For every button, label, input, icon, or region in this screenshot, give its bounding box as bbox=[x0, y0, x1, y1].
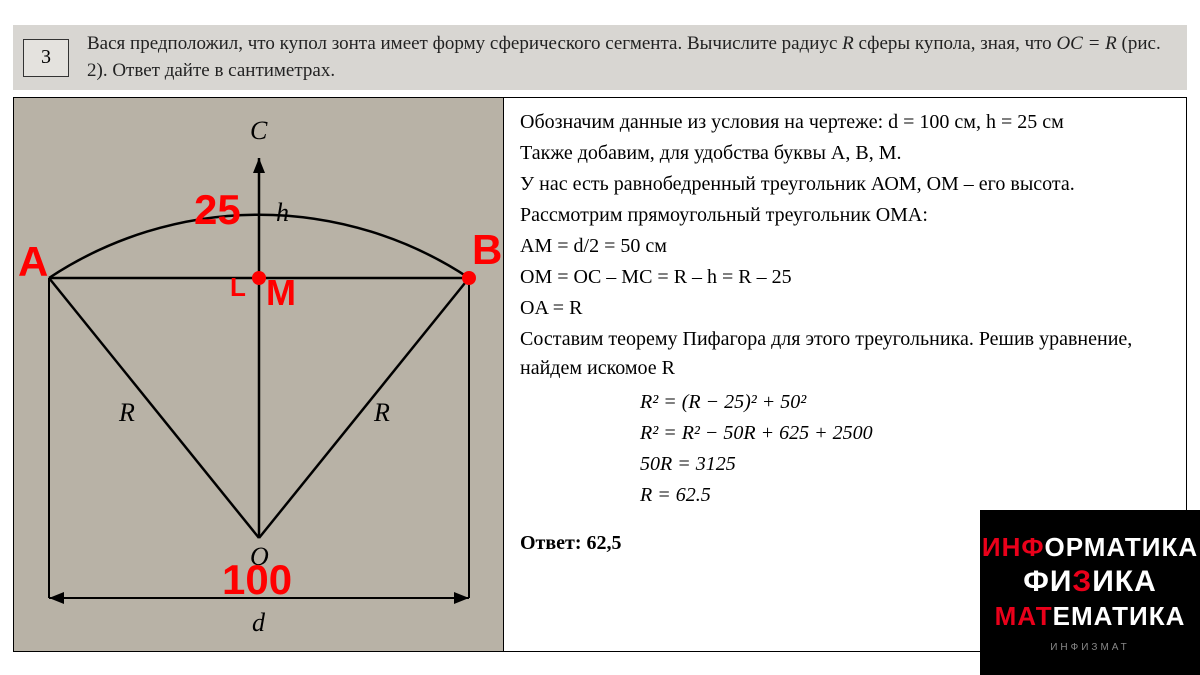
eq1: R² = (R − 25)² + 50² bbox=[640, 387, 1170, 418]
sol-line1: Обозначим данные из условия на чертеже: … bbox=[520, 108, 1170, 137]
problem-statement: 3 Вася предположил, что купол зонта имее… bbox=[13, 25, 1187, 90]
label-25: 25 bbox=[194, 186, 241, 234]
eq3: 50R = 3125 bbox=[640, 449, 1170, 480]
logo-sub: ИНФИЗМАТ bbox=[1050, 642, 1130, 653]
logo-3a: МАТ bbox=[995, 601, 1053, 631]
label-100: 100 bbox=[222, 556, 292, 604]
logo-2b: З bbox=[1072, 565, 1092, 598]
problem-text-2: сферы купола, зная, что bbox=[854, 33, 1057, 54]
logo-line1: ИНФОРМАТИКА bbox=[982, 532, 1198, 563]
sol-line3: У нас есть равнобедренный треугольник АО… bbox=[520, 170, 1170, 199]
logo-3b: ЕМАТИКА bbox=[1053, 601, 1186, 631]
logo-2a: ФИ bbox=[1023, 565, 1072, 598]
label-L-stray: L bbox=[230, 272, 246, 303]
label-M: M bbox=[266, 272, 296, 314]
watermark-logo: ИНФОРМАТИКА ФИЗИКА МАТЕМАТИКА ИНФИЗМАТ bbox=[980, 510, 1200, 675]
logo-1a: ИНФ bbox=[982, 532, 1045, 562]
eq4: R = 62.5 bbox=[640, 480, 1170, 511]
sol-line5: AM = d/2 = 50 см bbox=[520, 232, 1170, 261]
logo-2c: ИКА bbox=[1092, 565, 1157, 598]
label-A: A bbox=[18, 238, 48, 286]
oc-eq-r: OC = R bbox=[1056, 33, 1116, 54]
problem-number: 3 bbox=[23, 39, 69, 77]
label-C: C bbox=[250, 116, 267, 146]
logo-line2: ФИЗИКА bbox=[1023, 565, 1157, 599]
sol-line8: Составим теорему Пифагора для этого треу… bbox=[520, 325, 1170, 383]
sol-line6: OM = OC – MC = R – h = R – 25 bbox=[520, 263, 1170, 292]
sol-line4: Рассмотрим прямоугольный треугольник ОМА… bbox=[520, 201, 1170, 230]
label-d: d bbox=[252, 608, 265, 638]
equation-block: R² = (R − 25)² + 50² R² = R² − 50R + 625… bbox=[640, 387, 1170, 511]
label-R-left: R bbox=[119, 398, 135, 428]
problem-text-1: Вася предположил, что купол зонта имеет … bbox=[87, 33, 842, 54]
label-B: B bbox=[472, 226, 502, 274]
diagram-panel: C h R R O d A B M L 25 100 bbox=[14, 98, 504, 651]
logo-1b: ОРМАТИКА bbox=[1045, 532, 1199, 562]
logo-line3: МАТЕМАТИКА bbox=[995, 601, 1186, 632]
var-R: R bbox=[842, 33, 854, 54]
label-R-right: R bbox=[374, 398, 390, 428]
sol-line7: OA = R bbox=[520, 294, 1170, 323]
eq2: R² = R² − 50R + 625 + 2500 bbox=[640, 418, 1170, 449]
problem-text: Вася предположил, что купол зонта имеет … bbox=[69, 25, 1187, 90]
sol-line2: Также добавим, для удобства буквы A, В, … bbox=[520, 139, 1170, 168]
label-h: h bbox=[276, 198, 289, 228]
